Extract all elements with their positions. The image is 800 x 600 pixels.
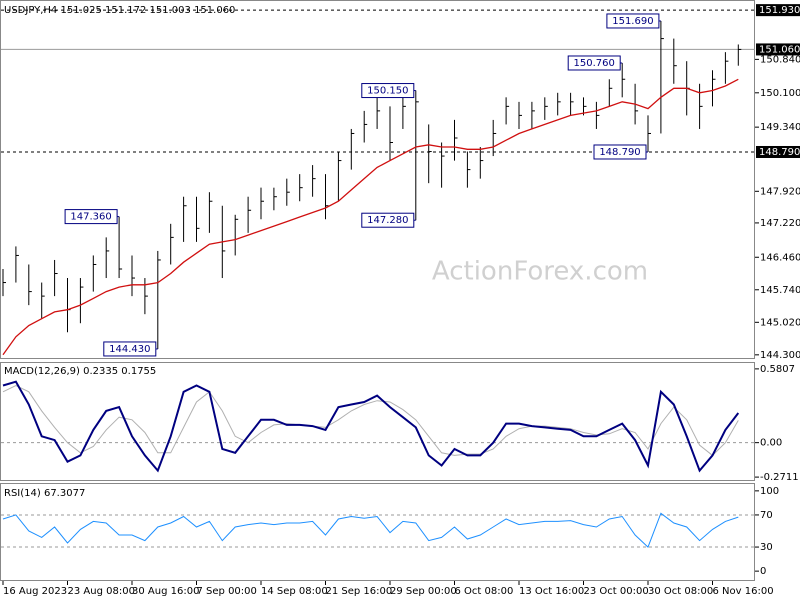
x-tick-label: 29 Sep 00:00 bbox=[390, 586, 457, 597]
y-tick-label: 145.020 bbox=[760, 317, 800, 328]
annotation-label: 148.790 bbox=[599, 147, 640, 158]
annotation-box bbox=[567, 55, 621, 71]
annotation-label: 151.690 bbox=[612, 16, 653, 27]
y-tick-label: 147.220 bbox=[760, 218, 800, 229]
x-tick-label: 30 Aug 16:00 bbox=[132, 586, 199, 597]
annotation-label: 150.150 bbox=[367, 86, 408, 97]
x-tick-label: 16 Aug 2023 bbox=[3, 586, 67, 597]
y-tick-label: 146.460 bbox=[760, 252, 800, 263]
rsi-panel bbox=[0, 483, 755, 581]
x-tick-label: 23 Oct 00:00 bbox=[584, 586, 649, 597]
y-tick-label: 0.00 bbox=[760, 438, 782, 449]
macd-line bbox=[2, 380, 740, 473]
x-tick-label: 30 Oct 08:00 bbox=[648, 586, 713, 597]
annotation-label: 147.280 bbox=[367, 215, 408, 226]
y-tick-label: -0.2711 bbox=[760, 472, 799, 483]
y-tick-label: 147.920 bbox=[760, 186, 800, 197]
panel-title: RSI(14) 67.3077 bbox=[4, 488, 85, 499]
annotation-box bbox=[103, 341, 157, 357]
level-label-box bbox=[756, 43, 800, 56]
x-tick-label: 23 Aug 08:00 bbox=[68, 586, 135, 597]
x-tick-label: 21 Sep 16:00 bbox=[326, 586, 393, 597]
moving-average bbox=[2, 78, 739, 356]
level-label: 151.930 bbox=[759, 5, 800, 16]
y-tick-label: 0.5807 bbox=[760, 364, 795, 375]
y-tick-label: 30 bbox=[760, 542, 773, 553]
x-tick-label: 6 Oct 08:00 bbox=[455, 586, 514, 597]
annotation-box bbox=[361, 212, 415, 228]
y-tick-label: 144.300 bbox=[760, 350, 800, 361]
macd-panel bbox=[0, 362, 755, 481]
level-label: 151.060 bbox=[759, 44, 800, 55]
watermark: ActionForex.com bbox=[432, 257, 648, 287]
signal-line bbox=[2, 384, 739, 457]
annotation-label: 150.760 bbox=[574, 58, 615, 69]
x-tick-label: 7 Sep 00:00 bbox=[197, 586, 257, 597]
price-panel bbox=[0, 0, 755, 359]
y-tick-label: 100 bbox=[760, 486, 779, 497]
x-tick-label: 14 Sep 08:00 bbox=[261, 586, 328, 597]
rsi-line bbox=[2, 512, 739, 548]
level-label: 148.790 bbox=[759, 147, 800, 158]
level-label-box bbox=[756, 145, 800, 158]
x-tick-label: 6 Nov 16:00 bbox=[713, 586, 774, 597]
y-tick-label: 145.740 bbox=[760, 285, 800, 296]
annotation-label: 144.430 bbox=[109, 344, 150, 355]
annotation-box bbox=[593, 144, 647, 160]
panel-title: USDJPY,H4 151.025 151.172 151.003 151.06… bbox=[4, 5, 235, 16]
annotation-label: 147.360 bbox=[70, 212, 111, 223]
annotation-box bbox=[361, 83, 415, 99]
y-tick-label: 149.340 bbox=[760, 122, 800, 133]
y-tick-label: 150.100 bbox=[760, 88, 800, 99]
level-label-box bbox=[756, 4, 800, 17]
y-tick-label: 0 bbox=[760, 566, 766, 577]
annotation-box bbox=[64, 209, 118, 225]
y-tick-label: 70 bbox=[760, 510, 773, 521]
panel-title: MACD(12,26,9) 0.2335 0.1755 bbox=[4, 366, 156, 377]
annotation-box bbox=[606, 13, 660, 29]
y-tick-label: 150.840 bbox=[760, 54, 800, 65]
x-tick-label: 13 Oct 16:00 bbox=[519, 586, 584, 597]
